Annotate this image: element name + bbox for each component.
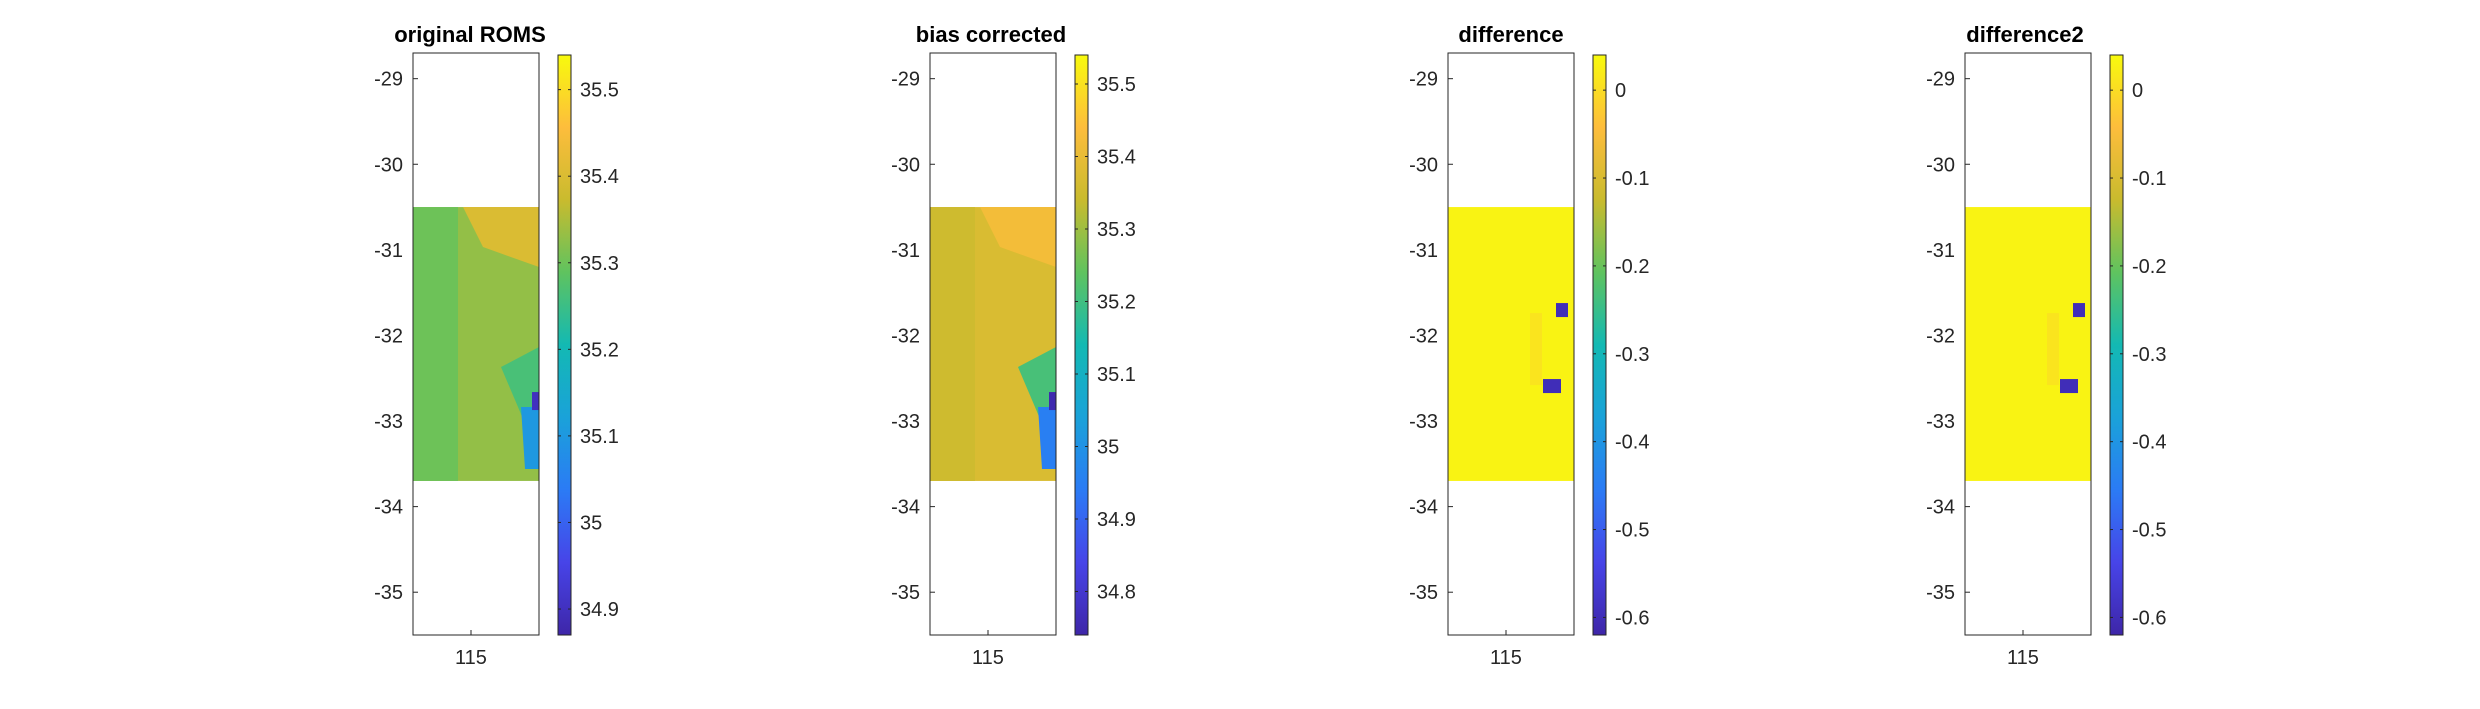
colorbar-tick-label: -0.2 — [2132, 256, 2166, 278]
field-inshore-patch — [463, 207, 539, 268]
y-tick-label: -35 — [891, 582, 920, 604]
y-tick-label: -34 — [374, 497, 403, 519]
y-tick-label: -32 — [891, 325, 920, 347]
colorbar-tick-label: 35 — [580, 512, 602, 534]
field-coastal-low — [1038, 407, 1056, 470]
colorbar-tick-label: 34.9 — [1097, 509, 1136, 531]
colorbar — [1074, 54, 1089, 636]
field-base — [1965, 207, 2091, 481]
field-coastal-min — [2060, 379, 2078, 394]
y-tick-label: -29 — [374, 69, 403, 91]
colorbar-tick-label: -0.3 — [2132, 344, 2166, 366]
y-tick-label: -35 — [374, 582, 403, 604]
colorbar-tick-label: -0.5 — [2132, 520, 2166, 542]
colorbar-tick-label: -0.2 — [1615, 256, 1649, 278]
colorbar-tick-label: -0.5 — [1615, 520, 1649, 542]
y-tick-label: -33 — [891, 411, 920, 433]
colorbar-tick-label: 35.2 — [580, 339, 619, 361]
y-tick-label: -31 — [374, 240, 403, 262]
field-coastal-min — [1556, 303, 1568, 318]
colorbar-tick-label: 0 — [2132, 80, 2143, 102]
axes-box — [412, 52, 540, 636]
panel-title: difference — [1458, 22, 1563, 47]
colorbar-tick-label: -0.1 — [1615, 168, 1649, 190]
colorbar-tick-label: 35 — [1097, 437, 1119, 459]
colorbar-tick-label: 35.4 — [580, 166, 619, 188]
field-coastal-min — [532, 392, 539, 411]
colorbar-tick-label: 35.5 — [1097, 74, 1136, 96]
y-tick-label: -33 — [1409, 411, 1438, 433]
axes-box — [1447, 52, 1575, 636]
y-tick-label: -32 — [1409, 325, 1438, 347]
colorbar-tick-label: 0 — [1615, 80, 1626, 102]
field-base — [1448, 207, 1574, 481]
y-tick-label: -35 — [1926, 582, 1955, 604]
field-correction-arc — [1530, 313, 1542, 386]
colorbar-tick-label: -0.3 — [1615, 344, 1649, 366]
x-tick-label: 115 — [1490, 647, 1522, 669]
y-tick-label: -31 — [1926, 240, 1955, 262]
field-coastal-min — [1543, 379, 1561, 394]
y-tick-label: -30 — [1409, 154, 1438, 176]
y-tick-label: -30 — [1926, 154, 1955, 176]
field-offshore-band — [930, 207, 975, 481]
field-offshore-band — [413, 207, 458, 481]
colorbar-tick-label: -0.4 — [1615, 432, 1649, 454]
colorbar-tick-label: -0.6 — [2132, 607, 2166, 629]
x-tick-label: 115 — [2007, 647, 2039, 669]
y-tick-label: -31 — [1409, 240, 1438, 262]
field-inshore-patch — [980, 207, 1056, 268]
y-tick-label: -29 — [891, 69, 920, 91]
colorbar-tick-label: -0.6 — [1615, 607, 1649, 629]
colorbar-tick-label: -0.4 — [2132, 432, 2166, 454]
y-tick-label: -29 — [1409, 69, 1438, 91]
x-tick-label: 115 — [455, 647, 487, 669]
colorbar — [2109, 54, 2124, 636]
y-tick-label: -34 — [1926, 497, 1955, 519]
y-tick-label: -29 — [1926, 69, 1955, 91]
colorbar-tick-label: 35.3 — [1097, 219, 1136, 241]
colorbar-tick-label: -0.1 — [2132, 168, 2166, 190]
y-tick-label: -32 — [374, 325, 403, 347]
y-tick-label: -30 — [374, 154, 403, 176]
subplot-3: difference -29 -30 -31 -32 -33 -34 -35 115 -0.… — [1409, 22, 1649, 669]
y-tick-label: -33 — [1926, 411, 1955, 433]
field-correction-arc — [2047, 313, 2059, 386]
y-tick-label: -34 — [891, 497, 920, 519]
colorbar-tick-label: 35.1 — [580, 426, 619, 448]
y-tick-label: -33 — [374, 411, 403, 433]
colorbar-tick-label: 35.4 — [1097, 147, 1136, 169]
y-tick-label: -32 — [1926, 325, 1955, 347]
colorbar-tick-label: 35.2 — [1097, 292, 1136, 314]
colorbar-tick-label: 35.3 — [580, 253, 619, 275]
y-tick-label: -34 — [1409, 497, 1438, 519]
subplot-4: difference2 -29 -30 -31 -32 -33 -34 -35 115 -0… — [1926, 22, 2166, 669]
colorbar-tick-label: 35.1 — [1097, 364, 1136, 386]
colorbar-tick-label: 34.9 — [580, 599, 619, 621]
field-coastal-min — [2073, 303, 2085, 318]
axes-box — [929, 52, 1057, 636]
axes-box — [1964, 52, 2092, 636]
colorbar — [1592, 54, 1607, 636]
y-tick-label: -30 — [891, 154, 920, 176]
colorbar — [557, 54, 572, 636]
subplot-1: original ROMS -29-30-31-32-33-34-35 115 … — [374, 22, 619, 669]
y-tick-label: -31 — [891, 240, 920, 262]
x-tick-label: 115 — [972, 647, 1004, 669]
field-coastal-low — [521, 407, 539, 470]
colorbar-tick-label: 35.5 — [580, 80, 619, 102]
y-tick-label: -35 — [1409, 582, 1438, 604]
field-coastal-min — [1049, 392, 1056, 411]
panel-title: difference2 — [1966, 22, 2083, 47]
subplot-2: bias corrected -29 -30 -31 -32 -33 -34 -35 115… — [891, 22, 1136, 669]
panel-title: bias corrected — [916, 22, 1066, 47]
panel-title: original ROMS — [394, 22, 546, 47]
colorbar-tick-label: 34.8 — [1097, 582, 1136, 604]
